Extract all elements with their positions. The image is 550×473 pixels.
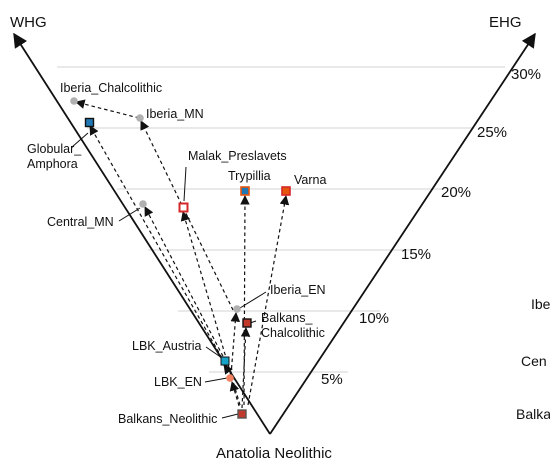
- path-to-balkans-chalcolithic: [240, 327, 251, 409]
- percent-label-5: 5%: [321, 371, 343, 388]
- marker-trypillia: [240, 186, 250, 196]
- axis-right: [269, 32, 536, 435]
- label-central-mn: Central_MN: [47, 215, 114, 229]
- leader-lbk-en: [204, 377, 228, 383]
- label-trypillia: Trypillia: [228, 169, 271, 183]
- percent-label-10: 10%: [359, 310, 389, 327]
- label-globular-amphora-line2: Amphora: [27, 157, 78, 171]
- corner-label-bottom: Anatolia Neolithic: [216, 445, 332, 462]
- path-to-globular-amphora: [89, 125, 223, 359]
- path-to-central-mn: [144, 206, 227, 363]
- label-balkans-chalcolithic-line1: Balkans_: [261, 311, 313, 325]
- label-iberia-en: Iberia_EN: [270, 283, 326, 297]
- marker-varna: [281, 186, 291, 196]
- leader-balkans-neolithic: [221, 413, 239, 419]
- marker-globular-amphora: [84, 117, 95, 128]
- marker-lbk-en: [226, 374, 234, 382]
- truncated-label-2: Cen: [521, 353, 547, 369]
- marker-malak-preslavets: [178, 202, 189, 213]
- marker-iberia-en: [233, 305, 241, 313]
- label-iberia-mn: Iberia_MN: [146, 107, 204, 121]
- path-lbk-austria: [223, 364, 233, 377]
- corner-label-right: EHG: [489, 14, 522, 31]
- migration-paths: [75, 99, 290, 409]
- percent-label-30: 30%: [511, 66, 541, 83]
- marker-iberia-mn: [136, 114, 144, 122]
- path-iberia-mn-to-chalcolithic: [75, 99, 140, 119]
- path-to-iberia-en: [230, 312, 241, 376]
- label-malak-preslavets: Malak_Preslavets: [188, 149, 287, 163]
- leader-malak-preslavets: [183, 166, 187, 202]
- label-iberia-chalcolithic: Iberia_Chalcolithic: [60, 81, 162, 95]
- path-lbk-en: [229, 381, 240, 407]
- marker-balkans-chalcolithic: [242, 318, 252, 328]
- leader-iberia-en: [239, 291, 267, 309]
- label-lbk-austria: LBK_Austria: [132, 339, 202, 353]
- percent-label-15: 15%: [401, 246, 431, 263]
- corner-label-left: WHG: [10, 14, 47, 31]
- leader-globular-amphora: [71, 132, 89, 148]
- leader-lbk-austria: [205, 346, 223, 359]
- truncated-label-3: Balka: [516, 406, 550, 422]
- marker-iberia-chalcolithic: [70, 97, 78, 105]
- percent-label-20: 20%: [441, 184, 471, 201]
- label-balkans-neolithic: Balkans_Neolithic: [118, 412, 217, 426]
- percent-label-25: 25%: [477, 124, 507, 141]
- leader-lines: [71, 132, 267, 419]
- marker-balkans-neolithic: [237, 409, 247, 419]
- label-globular-amphora-line1: Globular_: [27, 142, 82, 156]
- label-varna: Varna: [294, 173, 326, 187]
- path-to-varna: [247, 195, 290, 406]
- marker-central-mn: [139, 200, 147, 208]
- truncated-label-1: Ibe: [531, 296, 550, 312]
- sample-markers: [70, 97, 291, 419]
- path-to-trypillia: [240, 195, 250, 406]
- label-balkans-chalcolithic-line2: Chalcolithic: [261, 326, 325, 340]
- leader-central-mn: [118, 207, 141, 222]
- marker-lbk-austria: [220, 356, 230, 366]
- label-lbk-en: LBK_EN: [154, 375, 202, 389]
